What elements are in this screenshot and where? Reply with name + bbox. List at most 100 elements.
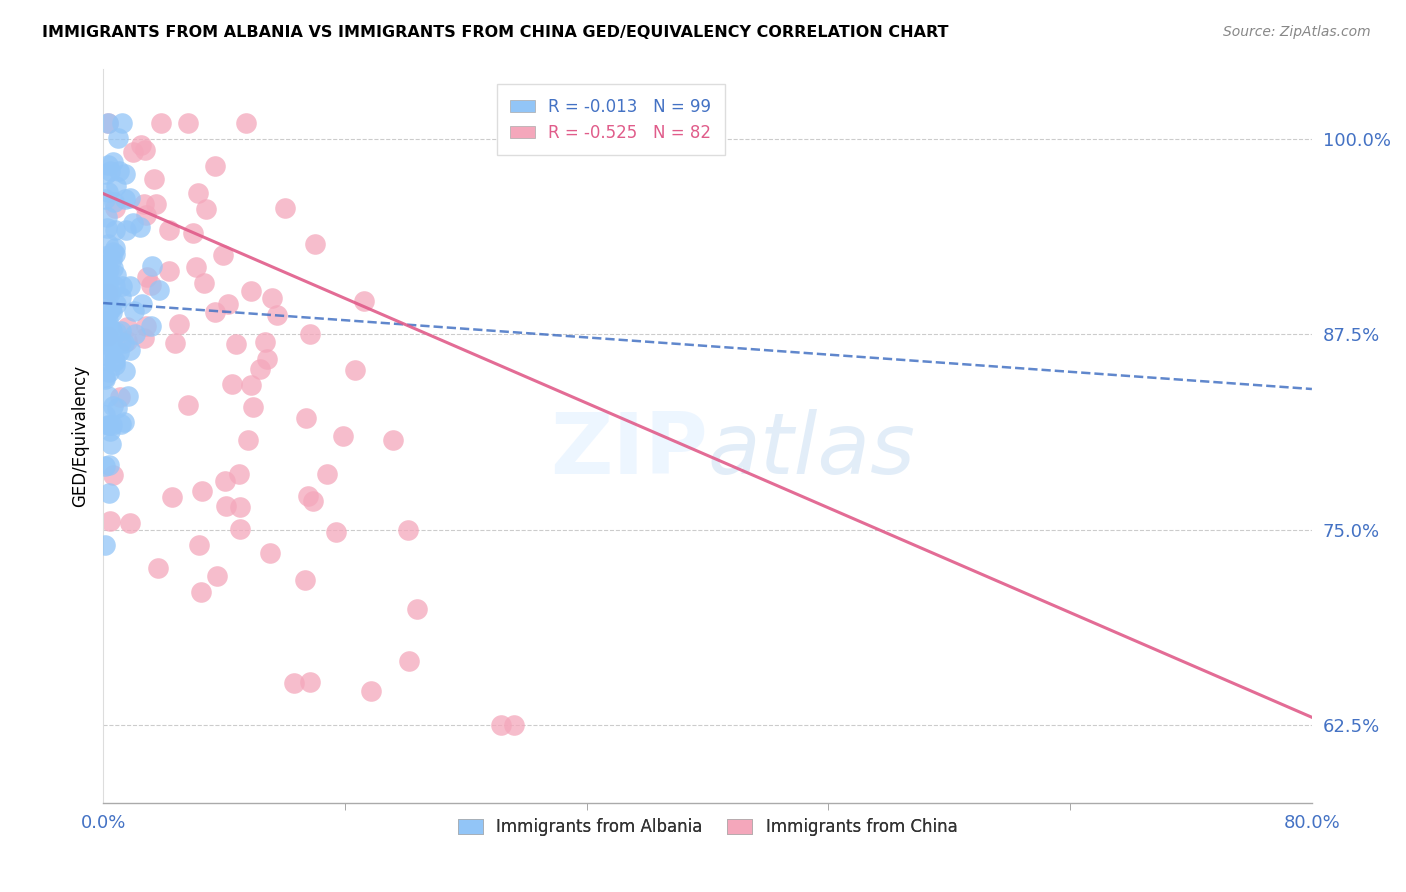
Point bbox=[93, 258, 115, 272]
Point bbox=[204, 305, 226, 319]
Point bbox=[169, 318, 191, 332]
Point bbox=[187, 186, 209, 200]
Point bbox=[143, 171, 166, 186]
Point bbox=[205, 569, 228, 583]
Point bbox=[104, 201, 127, 215]
Point bbox=[134, 143, 156, 157]
Point bbox=[108, 345, 131, 359]
Point bbox=[110, 417, 132, 431]
Point bbox=[120, 516, 142, 530]
Point bbox=[262, 291, 284, 305]
Point bbox=[111, 278, 134, 293]
Point bbox=[121, 216, 143, 230]
Point bbox=[101, 304, 124, 318]
Point bbox=[195, 202, 218, 217]
Point bbox=[135, 208, 157, 222]
Point bbox=[94, 458, 117, 473]
Point bbox=[177, 116, 200, 130]
Point bbox=[141, 260, 163, 274]
Point bbox=[218, 297, 240, 311]
Point bbox=[97, 286, 120, 301]
Point bbox=[249, 362, 271, 376]
Point bbox=[135, 319, 157, 334]
Point bbox=[114, 192, 136, 206]
Point bbox=[266, 308, 288, 322]
Point bbox=[135, 270, 157, 285]
Point bbox=[112, 336, 135, 351]
Point bbox=[145, 197, 167, 211]
Point bbox=[108, 164, 131, 178]
Point bbox=[299, 675, 322, 690]
Point bbox=[97, 186, 120, 200]
Legend: Immigrants from Albania, Immigrants from China: Immigrants from Albania, Immigrants from… bbox=[451, 812, 965, 843]
Point bbox=[112, 415, 135, 429]
Point bbox=[97, 389, 120, 403]
Point bbox=[187, 538, 209, 552]
Point bbox=[101, 418, 124, 433]
Point bbox=[100, 437, 122, 451]
Point bbox=[139, 278, 162, 293]
Point bbox=[148, 283, 170, 297]
Point bbox=[107, 131, 129, 145]
Point bbox=[489, 718, 512, 732]
Point bbox=[221, 376, 243, 391]
Point bbox=[94, 280, 117, 294]
Point bbox=[325, 524, 347, 539]
Point bbox=[118, 343, 141, 358]
Point bbox=[405, 602, 427, 616]
Point bbox=[97, 281, 120, 295]
Point bbox=[212, 248, 235, 262]
Point bbox=[98, 164, 121, 178]
Point bbox=[316, 467, 339, 482]
Point bbox=[104, 247, 127, 261]
Text: Source: ZipAtlas.com: Source: ZipAtlas.com bbox=[1223, 25, 1371, 39]
Point bbox=[103, 244, 125, 259]
Point bbox=[128, 219, 150, 234]
Point bbox=[186, 260, 208, 275]
Point bbox=[98, 286, 121, 301]
Point bbox=[97, 116, 120, 130]
Point bbox=[146, 560, 169, 574]
Point bbox=[111, 116, 134, 130]
Point bbox=[98, 263, 121, 277]
Point bbox=[129, 138, 152, 153]
Point bbox=[93, 538, 115, 552]
Point bbox=[96, 282, 118, 296]
Point bbox=[382, 433, 405, 447]
Point bbox=[103, 352, 125, 367]
Point bbox=[297, 490, 319, 504]
Point bbox=[242, 400, 264, 414]
Point bbox=[101, 260, 124, 275]
Point bbox=[398, 654, 420, 668]
Point bbox=[117, 320, 139, 334]
Point bbox=[96, 167, 118, 181]
Point bbox=[114, 223, 136, 237]
Point bbox=[114, 167, 136, 181]
Point bbox=[104, 358, 127, 372]
Text: IMMIGRANTS FROM ALBANIA VS IMMIGRANTS FROM CHINA GED/EQUIVALENCY CORRELATION CHA: IMMIGRANTS FROM ALBANIA VS IMMIGRANTS FR… bbox=[42, 25, 949, 40]
Point bbox=[396, 523, 419, 537]
Point bbox=[94, 333, 117, 347]
Point bbox=[97, 349, 120, 363]
Point bbox=[98, 458, 121, 472]
Point bbox=[93, 372, 115, 386]
Point bbox=[104, 325, 127, 339]
Point bbox=[118, 278, 141, 293]
Point bbox=[215, 499, 238, 513]
Point bbox=[98, 425, 121, 439]
Point bbox=[104, 223, 127, 237]
Point bbox=[160, 490, 183, 504]
Point bbox=[94, 318, 117, 333]
Point bbox=[134, 197, 156, 211]
Point bbox=[253, 335, 276, 350]
Point bbox=[101, 252, 124, 266]
Point bbox=[104, 279, 127, 293]
Y-axis label: GED/Equivalency: GED/Equivalency bbox=[72, 365, 89, 507]
Point bbox=[214, 474, 236, 488]
Point bbox=[157, 264, 180, 278]
Point bbox=[100, 301, 122, 316]
Point bbox=[97, 275, 120, 289]
Point bbox=[193, 276, 215, 290]
Point bbox=[93, 331, 115, 345]
Point bbox=[120, 191, 142, 205]
